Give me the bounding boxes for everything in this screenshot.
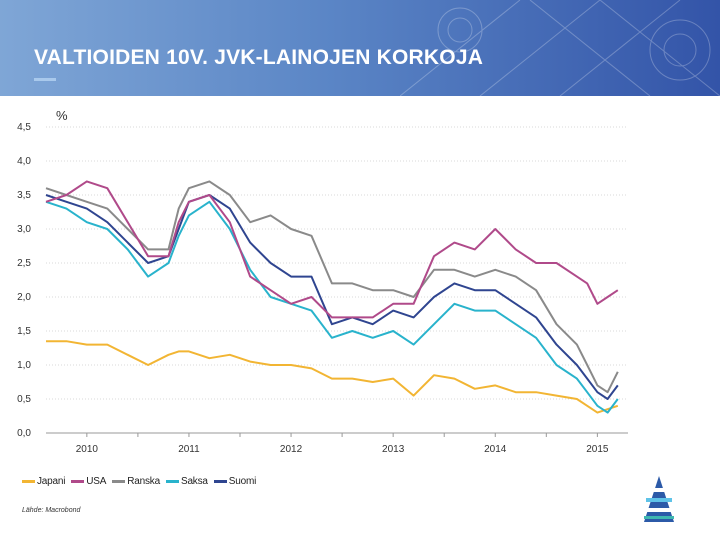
y-tick-label: 1,0: [17, 360, 31, 371]
legend-swatch-ranska: [112, 480, 126, 483]
legend-item-usa: USA: [71, 476, 106, 487]
series-line-ranska: [45, 180, 619, 394]
source-note: Lähde: Macrobond: [22, 507, 81, 514]
line-chart: 4,5 4,0 3,5 3,0 2,5 2,0 1,5 1,0 0,5 0,0 2010 2011 20…: [17, 122, 628, 455]
y-tick-label: 1,5: [17, 326, 31, 337]
x-tick-label: 2011: [178, 444, 200, 455]
page-title: VALTIOIDEN 10V. JVK-LAINOJEN KORKOJA: [34, 46, 484, 69]
legend-label-saksa: Saksa: [180, 476, 208, 487]
x-tick-label: 2014: [484, 444, 507, 455]
x-tick-label: 2013: [382, 444, 405, 455]
legend-label-usa: USA: [86, 476, 107, 487]
y-axis-unit-label: %: [56, 108, 68, 123]
y-tick-label: 2,0: [17, 292, 31, 303]
series-line-saksa: [45, 200, 619, 414]
legend-swatch-suomi: [213, 480, 227, 483]
decorative-pattern-icon: [400, 0, 720, 96]
series-line-usa: [45, 180, 619, 319]
y-tick-label: 3,5: [17, 190, 31, 201]
y-tick-label: 2,5: [17, 258, 31, 269]
slide-header: VALTIOIDEN 10V. JVK-LAINOJEN KORKOJA: [0, 0, 720, 96]
series-line-japani: [46, 340, 619, 414]
legend-swatch-japani: [22, 480, 35, 483]
chart-legend: Japani USA Ranska Saksa Suomi: [22, 476, 256, 487]
legend-label-ranska: Ranska: [127, 476, 160, 487]
legend-swatch-usa: [71, 480, 85, 483]
y-tick-label: 0,0: [17, 428, 31, 439]
legend-item-suomi: Suomi: [213, 476, 257, 487]
legend-label-japani: Japani: [37, 476, 66, 487]
y-tick-label: 3,0: [17, 224, 31, 235]
y-tick-label: 4,5: [17, 122, 31, 133]
x-tick-label: 2012: [280, 444, 303, 455]
legend-item-saksa: Saksa: [165, 476, 208, 487]
title-underline: [34, 78, 56, 81]
legend-label-suomi: Suomi: [228, 476, 257, 487]
x-tick-label: 2015: [586, 444, 609, 455]
legend-item-ranska: Ranska: [112, 476, 160, 487]
legend-swatch-saksa: [165, 480, 179, 483]
legend-item-japani: Japani: [22, 476, 65, 487]
y-tick-label: 0,5: [17, 394, 31, 405]
series-line-suomi: [45, 194, 619, 400]
y-tick-label: 4,0: [17, 156, 31, 167]
x-tick-label: 2010: [76, 444, 99, 455]
company-logo-icon: [644, 476, 674, 522]
